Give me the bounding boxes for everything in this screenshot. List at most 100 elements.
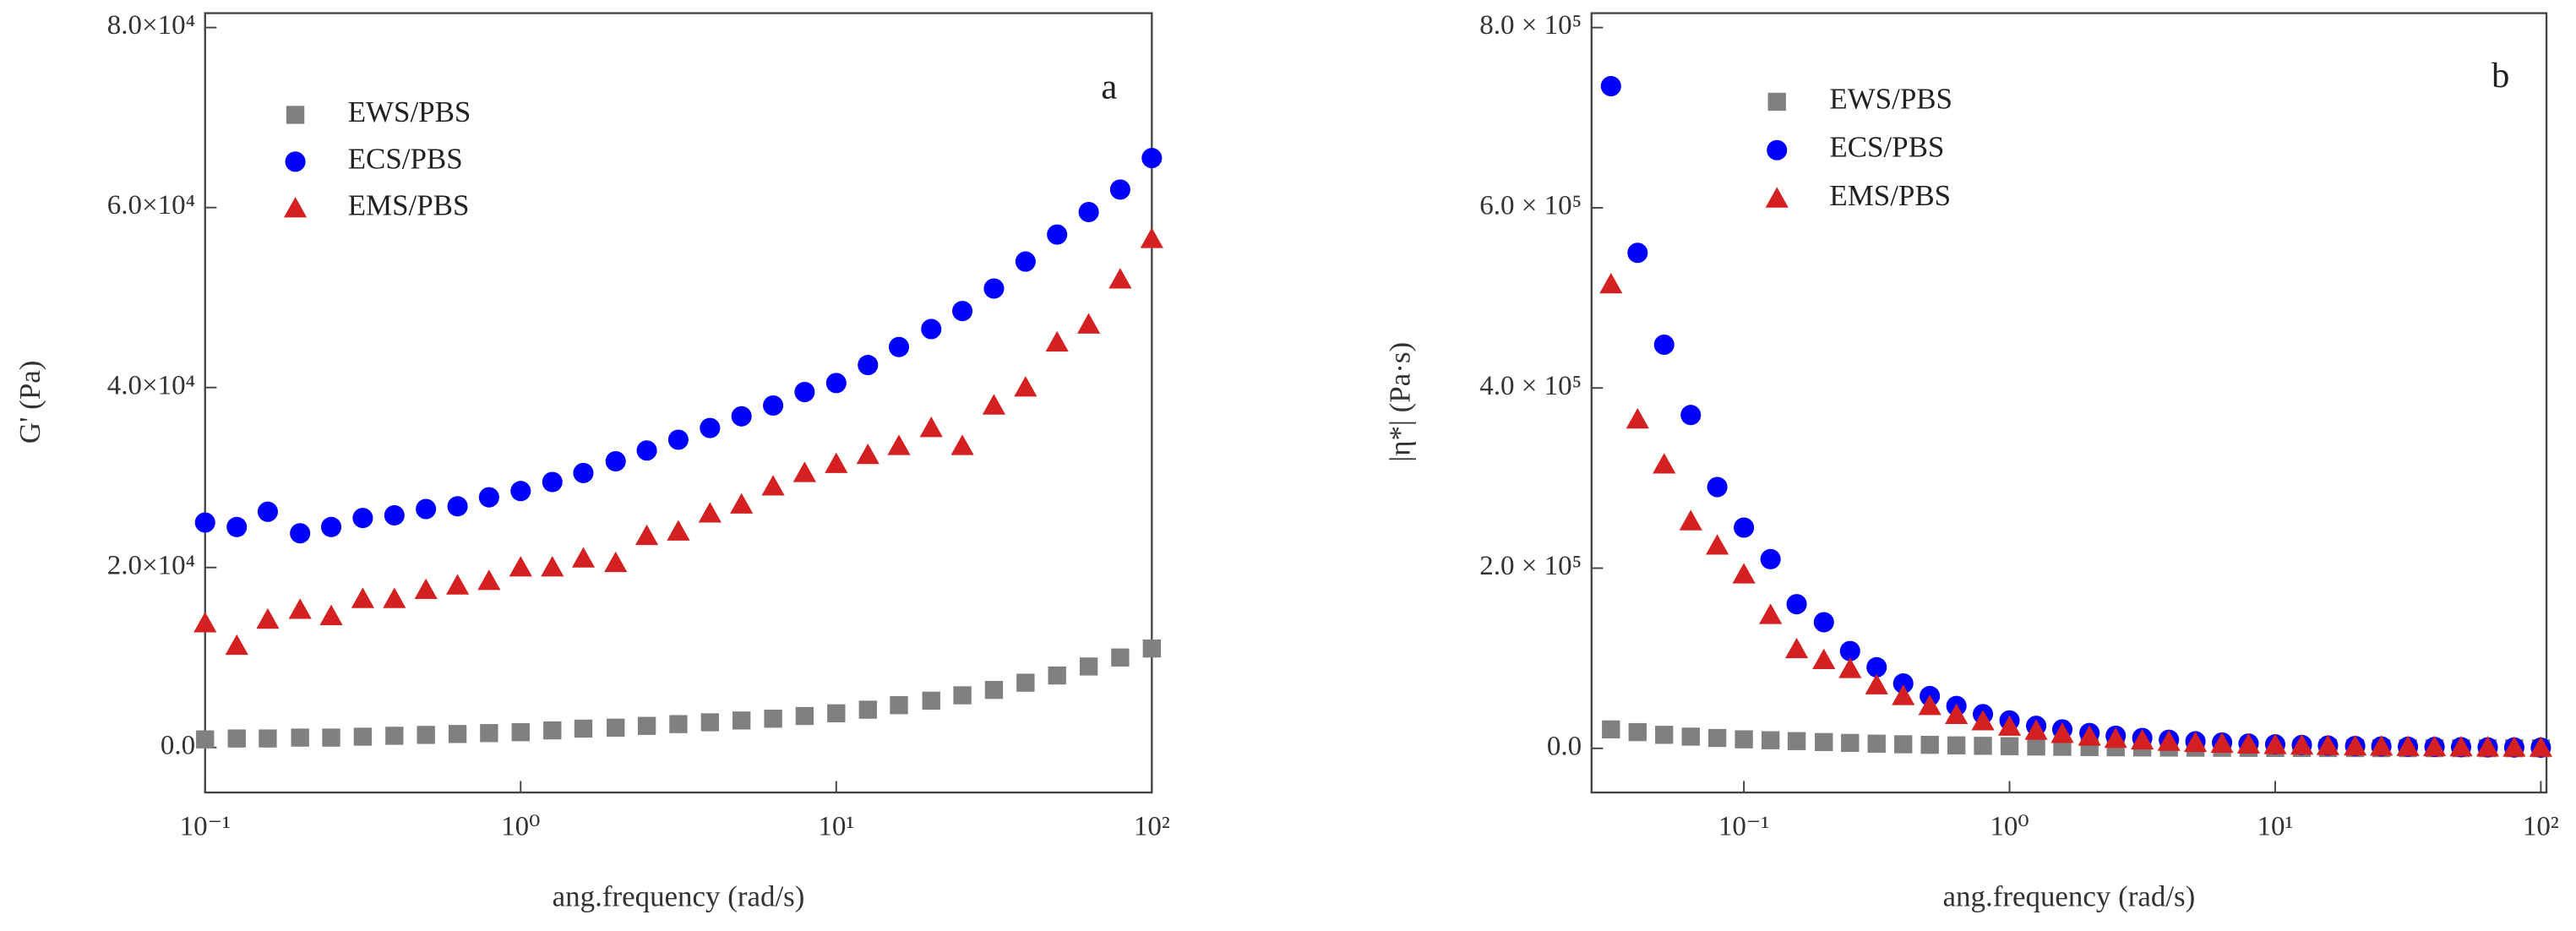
x-tick-label: 10² <box>2523 811 2559 841</box>
x-axis-title: ang.frequency (rad/s) <box>553 879 805 912</box>
y-tick-label: 6.0 × 10⁵ <box>1479 191 1582 221</box>
data-point <box>2131 728 2154 750</box>
data-point <box>604 551 628 573</box>
data-point <box>2475 736 2500 757</box>
data-point <box>416 498 437 520</box>
data-point <box>1786 594 1807 615</box>
data-point <box>858 700 877 719</box>
plot-frame <box>1590 12 2548 794</box>
data-point <box>700 713 720 732</box>
data-point <box>637 716 656 735</box>
data-point <box>1653 334 1675 356</box>
data-point <box>764 710 782 728</box>
y-tick-label: 8.0×10⁴ <box>107 10 195 41</box>
data-point <box>730 493 754 514</box>
data-point <box>1812 648 1836 669</box>
data-point <box>1679 509 1702 531</box>
data-point <box>1078 201 1099 223</box>
data-point <box>890 696 908 715</box>
data-point <box>571 547 596 568</box>
data-point <box>1920 735 1939 754</box>
data-point <box>827 704 846 722</box>
legend-marker <box>285 151 306 172</box>
data-point <box>669 715 688 733</box>
y-tick-label: 0.0 <box>1547 731 1582 761</box>
data-point <box>288 598 312 619</box>
data-point <box>953 686 972 705</box>
data-point <box>1141 148 1163 169</box>
data-point <box>543 721 562 740</box>
data-point <box>1841 733 1860 753</box>
data-point <box>322 728 340 747</box>
data-point <box>825 373 847 394</box>
data-point <box>1047 224 1068 245</box>
data-point <box>477 569 501 591</box>
data-point <box>353 727 373 746</box>
data-point <box>290 523 311 544</box>
legend-label: EMS/PBS <box>1829 179 1951 212</box>
y-tick-label: 0.0 <box>161 730 195 760</box>
data-point <box>952 301 973 322</box>
data-point <box>950 434 974 455</box>
data-point <box>414 578 438 600</box>
data-point <box>1947 736 1966 754</box>
data-point <box>478 487 499 508</box>
data-point <box>542 471 563 493</box>
data-point <box>1732 563 1756 584</box>
data-point <box>225 634 248 656</box>
data-point <box>887 434 911 455</box>
data-point <box>1653 453 1676 474</box>
data-point <box>636 440 657 461</box>
data-point <box>383 587 406 608</box>
legend-label: EWS/PBS <box>1829 82 1952 115</box>
data-point <box>256 607 280 629</box>
data-point <box>1602 720 1620 739</box>
data-point <box>351 587 374 608</box>
data-point <box>193 612 217 633</box>
data-point <box>698 502 722 523</box>
data-point <box>226 516 248 537</box>
y-axis-title: |η*| (Pa·s) <box>1383 342 1416 462</box>
data-point <box>1680 405 1702 426</box>
data-point <box>385 727 404 745</box>
data-point <box>2183 731 2208 753</box>
data-point <box>1600 75 1621 97</box>
data-point <box>1761 731 1780 749</box>
data-point <box>319 604 343 625</box>
data-point <box>257 501 278 522</box>
legend-marker <box>1767 92 1786 112</box>
data-point <box>1734 517 1755 538</box>
data-point <box>1111 648 1130 667</box>
data-point <box>792 461 816 482</box>
y-tick-label: 2.0 × 10⁵ <box>1479 551 1582 581</box>
y-tick-label: 2.0×10⁴ <box>107 550 195 580</box>
data-point <box>2104 727 2127 749</box>
legend-label: ECS/PBS <box>1829 131 1944 164</box>
data-point <box>667 429 689 450</box>
data-point <box>2078 725 2101 746</box>
data-point <box>2027 737 2045 756</box>
data-point <box>1865 673 1888 694</box>
data-point <box>2290 733 2314 755</box>
data-point <box>732 711 751 730</box>
data-point <box>194 512 215 533</box>
data-point <box>196 730 215 749</box>
data-point <box>1971 710 1995 731</box>
data-point <box>541 556 564 577</box>
data-point <box>2236 732 2261 754</box>
data-point <box>794 381 815 403</box>
data-point <box>982 394 1006 415</box>
data-point <box>1109 179 1130 200</box>
data-point <box>1016 673 1035 692</box>
data-point <box>227 729 246 748</box>
x-tick-label: 10¹ <box>2257 811 2294 841</box>
data-point <box>1140 227 1163 248</box>
data-point <box>320 516 342 537</box>
data-point <box>1735 730 1753 749</box>
data-point <box>1838 657 1862 678</box>
x-tick-label: 10⁻¹ <box>180 811 231 841</box>
data-point <box>417 726 435 744</box>
data-point <box>1866 656 1887 678</box>
data-point <box>1079 657 1098 676</box>
